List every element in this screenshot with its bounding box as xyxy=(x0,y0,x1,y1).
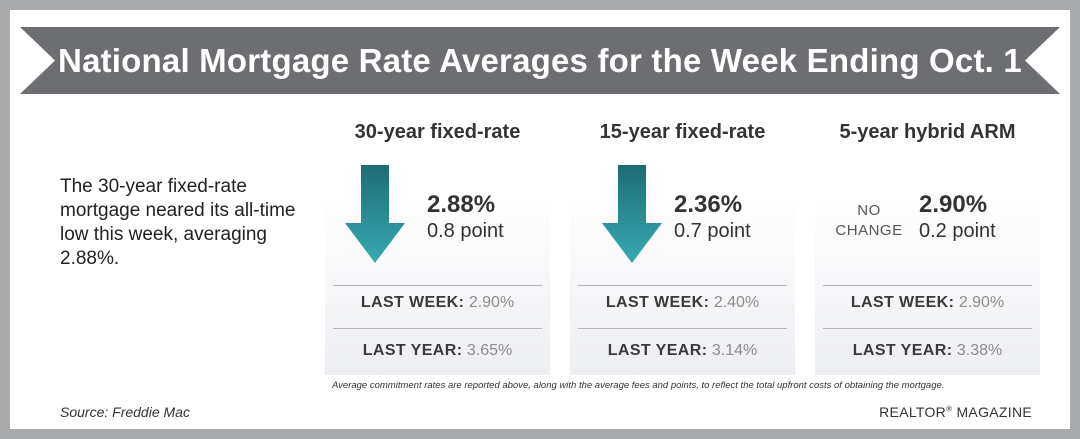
last-year-label: LAST YEAR: xyxy=(852,342,953,359)
rate-column-30-year: 30-year fixed-rate 2.88% 0.8 point LAST … xyxy=(325,95,550,375)
registered-mark: ® xyxy=(946,404,953,414)
no-change-text-line-2: CHANGE xyxy=(835,222,903,239)
footnote: Average commitment rates are reported ab… xyxy=(332,380,945,391)
last-year-stat: LAST YEAR: 3.65% xyxy=(325,342,550,360)
divider xyxy=(823,328,1032,329)
current-points: 0.2 point xyxy=(919,220,996,242)
last-week-label: LAST WEEK: xyxy=(605,294,710,311)
last-week-stat: LAST WEEK: 2.90% xyxy=(815,294,1040,312)
current-rate: 2.36% xyxy=(674,191,743,218)
last-year-label: LAST YEAR: xyxy=(607,342,708,359)
current-points: 0.7 point xyxy=(674,220,751,242)
down-arrow-icon xyxy=(602,165,662,263)
column-title: 15-year fixed-rate xyxy=(599,121,766,143)
title-banner xyxy=(20,27,1060,94)
last-week-value: 2.90% xyxy=(958,294,1005,311)
last-week-label: LAST WEEK: xyxy=(360,294,465,311)
divider xyxy=(578,328,787,329)
summary-text: The 30-year fixed-rate mortgage neared i… xyxy=(60,176,296,269)
divider xyxy=(578,285,787,286)
last-year-label: LAST YEAR: xyxy=(362,342,463,359)
down-arrow-icon xyxy=(345,165,405,263)
last-week-label: LAST WEEK: xyxy=(850,294,955,311)
last-year-value: 3.38% xyxy=(956,342,1003,359)
last-week-value: 2.40% xyxy=(713,294,760,311)
last-week-stat: LAST WEEK: 2.90% xyxy=(325,294,550,312)
current-rate: 2.90% xyxy=(919,191,988,218)
column-title: 5-year hybrid ARM xyxy=(839,121,1016,143)
publisher-brand: REALTOR® MAGAZINE xyxy=(879,404,1032,420)
divider xyxy=(823,285,1032,286)
rate-column-15-year: 15-year fixed-rate 2.36% 0.7 point LAST … xyxy=(570,95,795,375)
current-points: 0.8 point xyxy=(427,220,504,242)
brand-suffix: MAGAZINE xyxy=(952,404,1032,420)
page-title: National Mortgage Rate Averages for the … xyxy=(58,41,1022,79)
no-change-text-line-1: NO xyxy=(857,202,881,219)
brand-name: REALTOR xyxy=(879,404,947,420)
last-year-value: 3.65% xyxy=(466,342,513,359)
last-year-value: 3.14% xyxy=(711,342,758,359)
column-title: 30-year fixed-rate xyxy=(354,121,521,143)
last-year-stat: LAST YEAR: 3.38% xyxy=(815,342,1040,360)
last-year-stat: LAST YEAR: 3.14% xyxy=(570,342,795,360)
no-change-indicator: NO CHANGE xyxy=(829,201,909,241)
source-credit: Source: Freddie Mac xyxy=(60,404,190,420)
last-week-value: 2.90% xyxy=(468,294,515,311)
divider xyxy=(333,328,542,329)
rate-column-5-year-arm: 5-year hybrid ARM NO CHANGE 2.90% 0.2 po… xyxy=(815,95,1040,375)
current-rate: 2.88% xyxy=(427,191,496,218)
divider xyxy=(333,285,542,286)
last-week-stat: LAST WEEK: 2.40% xyxy=(570,294,795,312)
